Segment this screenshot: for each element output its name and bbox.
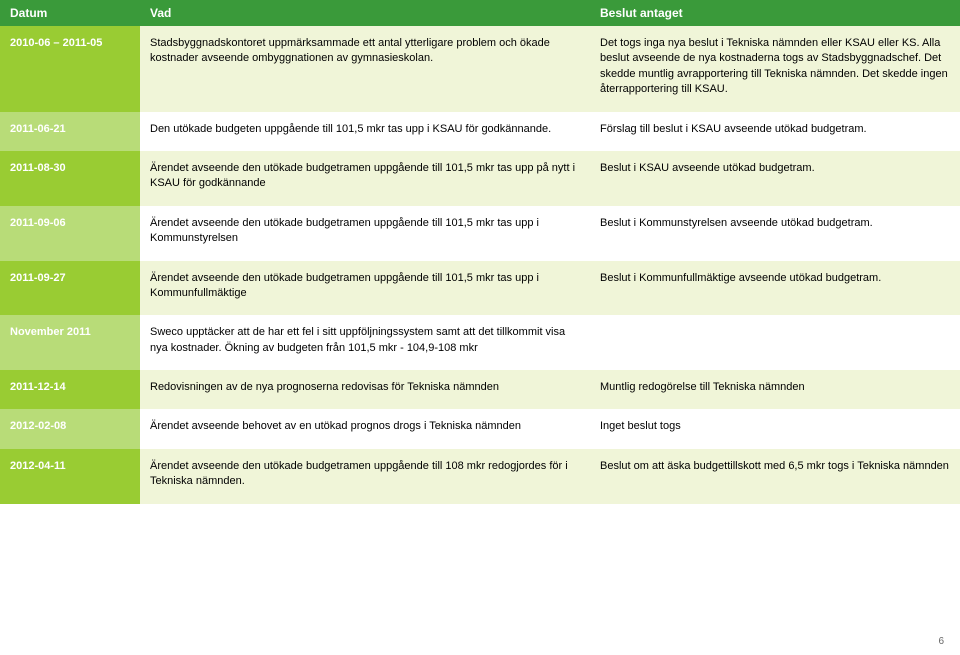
table-row: 2011-09-27Ärendet avseende den utökade b… bbox=[0, 261, 960, 316]
cell-vad: Den utökade budgeten uppgående till 101,… bbox=[140, 112, 590, 151]
cell-datum: 2011-12-14 bbox=[0, 370, 140, 409]
cell-datum: 2012-04-11 bbox=[0, 449, 140, 504]
table-header-row: Datum Vad Beslut antaget bbox=[0, 0, 960, 26]
cell-vad: Ärendet avseende den utökade budgetramen… bbox=[140, 151, 590, 206]
cell-vad: Ärendet avseende den utökade budgetramen… bbox=[140, 206, 590, 261]
cell-datum: November 2011 bbox=[0, 315, 140, 370]
cell-datum: 2012-02-08 bbox=[0, 409, 140, 448]
decision-table: Datum Vad Beslut antaget 2010-06 – 2011-… bbox=[0, 0, 960, 504]
col-header-beslut: Beslut antaget bbox=[590, 0, 960, 26]
table-row: November 2011Sweco upptäcker att de har … bbox=[0, 315, 960, 370]
cell-vad: Redovisningen av de nya prognoserna redo… bbox=[140, 370, 590, 409]
cell-datum: 2011-09-27 bbox=[0, 261, 140, 316]
cell-beslut: Förslag till beslut i KSAU avseende utök… bbox=[590, 112, 960, 151]
table-row: 2012-02-08Ärendet avseende behovet av en… bbox=[0, 409, 960, 448]
cell-datum: 2011-08-30 bbox=[0, 151, 140, 206]
table-row: 2011-08-30Ärendet avseende den utökade b… bbox=[0, 151, 960, 206]
cell-vad: Ärendet avseende den utökade budgetramen… bbox=[140, 449, 590, 504]
cell-beslut: Det togs inga nya beslut i Tekniska nämn… bbox=[590, 26, 960, 112]
page-number: 6 bbox=[938, 636, 944, 647]
cell-beslut: Muntlig redogörelse till Tekniska nämnde… bbox=[590, 370, 960, 409]
table-row: 2011-12-14Redovisningen av de nya progno… bbox=[0, 370, 960, 409]
cell-datum: 2010-06 – 2011-05 bbox=[0, 26, 140, 112]
col-header-datum: Datum bbox=[0, 0, 140, 26]
cell-datum: 2011-06-21 bbox=[0, 112, 140, 151]
cell-beslut: Beslut i KSAU avseende utökad budgetram. bbox=[590, 151, 960, 206]
table-row: 2011-09-06Ärendet avseende den utökade b… bbox=[0, 206, 960, 261]
table-row: 2012-04-11Ärendet avseende den utökade b… bbox=[0, 449, 960, 504]
cell-beslut: Beslut om att äska budgettillskott med 6… bbox=[590, 449, 960, 504]
cell-beslut bbox=[590, 315, 960, 370]
table-row: 2010-06 – 2011-05Stadsbyggnadskontoret u… bbox=[0, 26, 960, 112]
cell-vad: Ärendet avseende behovet av en utökad pr… bbox=[140, 409, 590, 448]
table-row: 2011-06-21Den utökade budgeten uppgående… bbox=[0, 112, 960, 151]
cell-beslut: Inget beslut togs bbox=[590, 409, 960, 448]
cell-beslut: Beslut i Kommunstyrelsen avseende utökad… bbox=[590, 206, 960, 261]
col-header-vad: Vad bbox=[140, 0, 590, 26]
cell-vad: Sweco upptäcker att de har ett fel i sit… bbox=[140, 315, 590, 370]
cell-datum: 2011-09-06 bbox=[0, 206, 140, 261]
cell-beslut: Beslut i Kommunfullmäktige avseende utök… bbox=[590, 261, 960, 316]
cell-vad: Ärendet avseende den utökade budgetramen… bbox=[140, 261, 590, 316]
cell-vad: Stadsbyggnadskontoret uppmärksammade ett… bbox=[140, 26, 590, 112]
